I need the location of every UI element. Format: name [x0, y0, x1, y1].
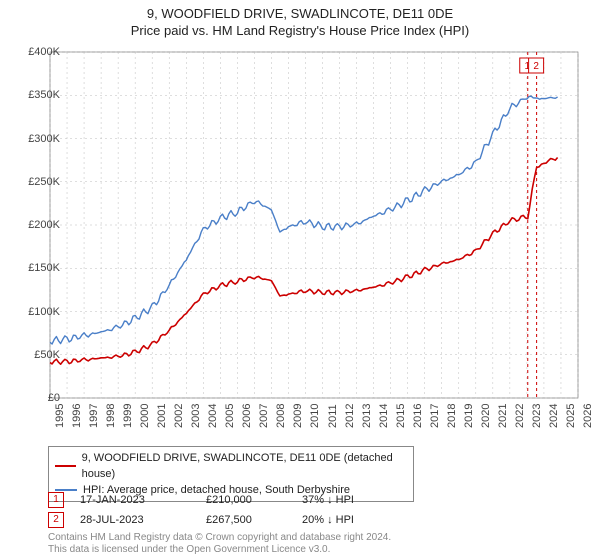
marker-badge: 2 [48, 512, 64, 528]
marker-date: 17-JAN-2023 [80, 490, 190, 510]
legend-label: 9, WOODFIELD DRIVE, SWADLINCOTE, DE11 0D… [82, 450, 407, 482]
attribution-line: Contains HM Land Registry data © Crown c… [48, 532, 391, 544]
x-axis-label: 2010 [309, 404, 321, 428]
x-axis-label: 2016 [412, 404, 424, 428]
x-axis-label: 2011 [327, 404, 339, 428]
y-axis-label: £250K [10, 176, 60, 188]
x-axis-label: 1997 [88, 404, 100, 428]
x-axis-label: 2007 [258, 404, 270, 428]
x-axis-label: 2014 [378, 404, 390, 428]
x-axis-label: 2001 [156, 404, 168, 428]
attribution-line: This data is licensed under the Open Gov… [48, 544, 391, 556]
x-axis-label: 2003 [190, 404, 202, 428]
attribution: Contains HM Land Registry data © Crown c… [48, 532, 391, 556]
x-axis-label: 2009 [292, 404, 304, 428]
marker-row: 1 17-JAN-2023 £210,000 37% ↓ HPI [48, 490, 402, 510]
marker-table: 1 17-JAN-2023 £210,000 37% ↓ HPI 2 28-JU… [48, 490, 402, 530]
x-axis-label: 1995 [54, 404, 66, 428]
x-axis-label: 2004 [207, 404, 219, 428]
x-axis-label: 2019 [463, 404, 475, 428]
x-axis-label: 2022 [514, 404, 526, 428]
y-axis-label: £350K [10, 89, 60, 101]
x-axis-label: 2015 [395, 404, 407, 428]
marker-badge: 1 [48, 492, 64, 508]
x-axis-label: 2005 [224, 404, 236, 428]
x-axis-label: 2017 [429, 404, 441, 428]
plot-area: 12 [48, 50, 580, 420]
x-axis-label: 2002 [173, 404, 185, 428]
y-axis-label: £300K [10, 133, 60, 145]
y-axis-label: £50K [10, 349, 60, 361]
legend-swatch [55, 465, 76, 467]
x-axis-label: 2020 [480, 404, 492, 428]
x-axis-label: 2025 [565, 404, 577, 428]
x-axis-label: 2024 [548, 404, 560, 428]
y-axis-label: £100K [10, 306, 60, 318]
y-axis-label: £0 [10, 392, 60, 404]
x-axis-label: 1999 [122, 404, 134, 428]
chart-svg: 12 [48, 50, 580, 420]
chart-title: 9, WOODFIELD DRIVE, SWADLINCOTE, DE11 0D… [0, 0, 600, 21]
x-axis-label: 2013 [361, 404, 373, 428]
chart-subtitle: Price paid vs. HM Land Registry's House … [0, 21, 600, 38]
x-axis-label: 2006 [241, 404, 253, 428]
chart-container: { "title": "9, WOODFIELD DRIVE, SWADLINC… [0, 0, 600, 560]
x-axis-label: 2018 [446, 404, 458, 428]
x-axis-label: 2008 [275, 404, 287, 428]
marker-price: £267,500 [206, 510, 286, 530]
x-axis-label: 2012 [344, 404, 356, 428]
svg-text:2: 2 [533, 61, 539, 72]
marker-diff: 37% ↓ HPI [302, 490, 402, 510]
x-axis-label: 1998 [105, 404, 117, 428]
x-axis-label: 2000 [139, 404, 151, 428]
marker-row: 2 28-JUL-2023 £267,500 20% ↓ HPI [48, 510, 402, 530]
marker-date: 28-JUL-2023 [80, 510, 190, 530]
y-axis-label: £400K [10, 46, 60, 58]
x-axis-label: 2023 [531, 404, 543, 428]
x-axis-label: 1996 [71, 404, 83, 428]
marker-price: £210,000 [206, 490, 286, 510]
y-axis-label: £200K [10, 219, 60, 231]
x-axis-label: 2021 [497, 404, 509, 428]
marker-diff: 20% ↓ HPI [302, 510, 402, 530]
legend-row: 9, WOODFIELD DRIVE, SWADLINCOTE, DE11 0D… [55, 450, 407, 482]
y-axis-label: £150K [10, 262, 60, 274]
x-axis-label: 2026 [582, 404, 594, 428]
